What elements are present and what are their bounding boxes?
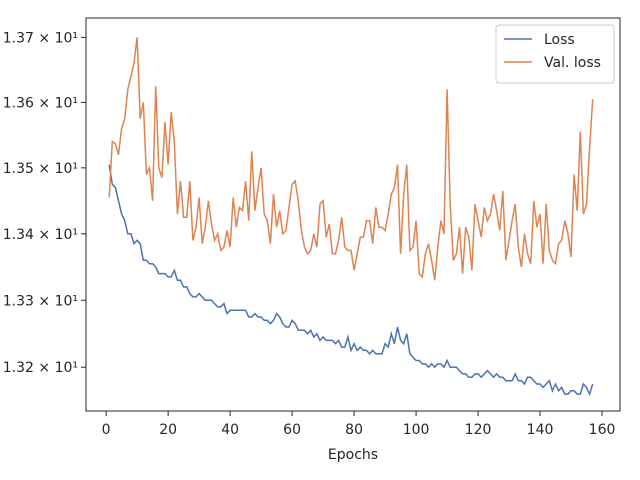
x-tick-label: 40 — [221, 422, 239, 438]
y-tick-label: 1.32 × 10¹ — [3, 360, 78, 376]
x-axis-label: Epochs — [328, 447, 378, 463]
x-tick-label: 20 — [159, 422, 177, 438]
x-tick-label: 120 — [465, 422, 492, 438]
legend-label: Loss — [544, 32, 575, 48]
x-tick-label: 100 — [403, 422, 430, 438]
y-tick-label: 1.37 × 10¹ — [3, 30, 78, 46]
line-series — [108, 37, 594, 281]
line-series — [108, 164, 594, 397]
plot-frame — [85, 17, 621, 412]
y-tick-label: 1.33 × 10¹ — [3, 293, 78, 309]
legend-label: Val. loss — [544, 55, 601, 71]
x-tick-label: 80 — [345, 422, 363, 438]
x-tick-label: 0 — [102, 422, 111, 438]
y-tick-label: 1.35 × 10¹ — [3, 161, 78, 177]
y-tick-label: 1.36 × 10¹ — [3, 95, 78, 111]
x-tick-label: 160 — [589, 422, 616, 438]
x-tick-label: 60 — [283, 422, 301, 438]
y-tick-label: 1.34 × 10¹ — [3, 227, 78, 243]
x-tick-label: 140 — [527, 422, 554, 438]
